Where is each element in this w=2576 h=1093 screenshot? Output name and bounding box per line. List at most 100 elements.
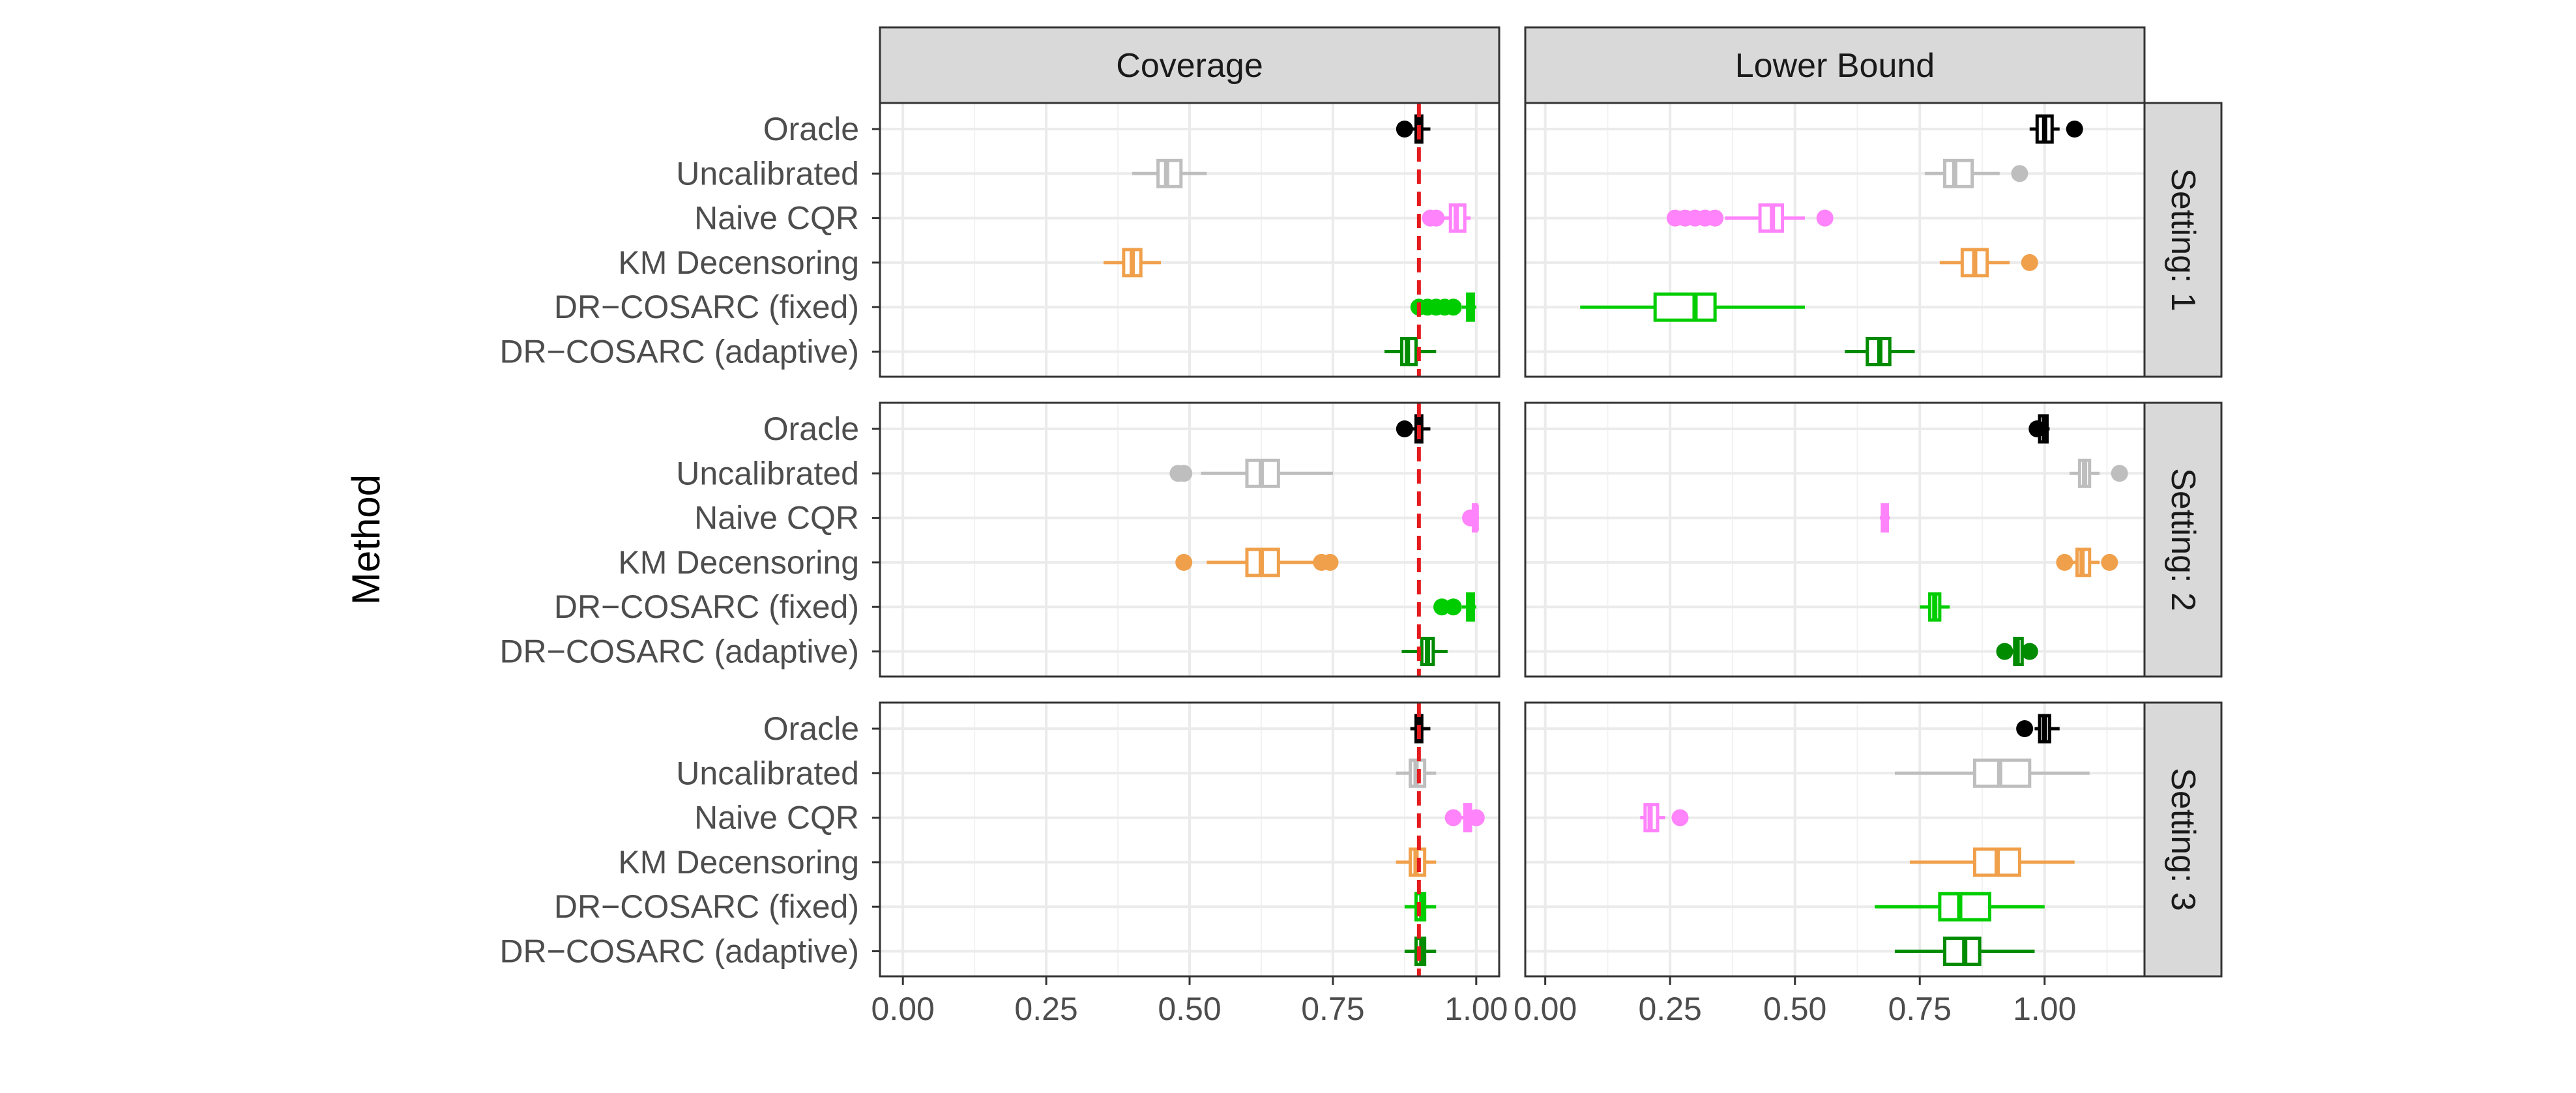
y-tick-label-km-decensoring: KM Decensoring [618,844,859,881]
y-tick-label-dr-cosarc-adaptive: DR−COSARC (adaptive) [499,334,859,370]
panel-border [879,102,1500,378]
box-dr-cosarc-fixed [1875,892,2045,922]
outlier-point [2021,643,2038,660]
outlier-point [2101,553,2118,571]
box-iqr [1943,158,1974,188]
outlier-point [1175,553,1193,571]
x-tick-label-0-25: 0.25 [1639,991,1702,1027]
facet-strip-lower-bound [1524,26,2146,104]
y-tick-label-dr-cosarc-fixed: DR−COSARC (fixed) [554,888,859,925]
y-tick-label-naive-cqr: Naive CQR [694,200,859,237]
y-tick-label-uncalibrated: Uncalibrated [676,455,859,491]
box-iqr [1938,892,1992,922]
box-km-decensoring [1909,847,2075,877]
panel-border [1524,701,2146,978]
outlier-point [2111,465,2128,482]
x-tick-label-0-75: 0.75 [1301,991,1364,1027]
box-naive-cqr [1640,803,1689,833]
y-tick-label-dr-cosarc-adaptive: DR−COSARC (adaptive) [499,933,859,970]
facet-strip-label-lower-bound: Lower Bound [1735,47,1935,85]
panel-background [1525,403,2144,677]
x-tick-label-0-75: 0.75 [1888,991,1952,1027]
panel-setting-3-coverage [880,703,1499,976]
y-tick-label-dr-cosarc-adaptive: DR−COSARC (adaptive) [499,634,859,670]
outlier-point [1396,121,1413,138]
box-oracle [2028,414,2050,444]
panel-setting-2-lower-bound [1525,403,2144,677]
box-uncalibrated [2070,458,2128,488]
panel-border [1524,401,2146,678]
box-km-decensoring [1175,547,1339,577]
outlier-point [1427,209,1445,227]
facet-strip-setting-1 [2143,102,2223,378]
x-tick-label-0-00: 0.00 [871,991,935,1027]
y-tick-label-dr-cosarc-fixed: DR−COSARC (fixed) [554,589,859,625]
y-tick-label-uncalibrated: Uncalibrated [676,755,859,791]
box-oracle [2029,114,2083,144]
x-tick-label-0-00: 0.00 [1514,991,1577,1027]
outlier-point [1444,299,1462,316]
outlier-point [2056,553,2073,571]
facet-strip-coverage [879,26,1500,104]
outlier-point [1462,509,1480,527]
panel-setting-1-lower-bound [1525,103,2144,377]
outlier-point [1706,209,1724,227]
outlier-point [2016,720,2034,737]
y-axis-title: Method [344,474,388,605]
box-naive-cqr [1444,803,1485,833]
outlier-point [2028,420,2046,437]
x-tick-label-1-00: 1.00 [2013,991,2076,1027]
box-naive-cqr [1879,503,1890,533]
box-oracle [2016,714,2060,744]
boxes-setting-2-coverage [1169,414,1480,666]
box-dr-cosarc-adaptive [1845,337,1915,366]
y-tick-label-naive-cqr: Naive CQR [694,800,859,836]
box-dr-cosarc-fixed [1433,592,1476,622]
facet-strip-setting-3 [2143,701,2223,978]
outlier-point [1467,809,1485,826]
y-tick-label-oracle: Oracle [763,710,859,747]
box-km-decensoring [1104,248,1162,278]
outlier-point [2066,121,2083,138]
box-dr-cosarc-adaptive [1401,637,1448,666]
box-uncalibrated [1924,158,2028,188]
outlier-point [2021,254,2038,271]
facet-strip-setting-2 [2143,401,2223,678]
box-uncalibrated [1132,158,1207,188]
y-tick-label-km-decensoring: KM Decensoring [618,244,859,281]
panel-setting-1-coverage [880,103,1499,377]
panel-setting-3-lower-bound [1525,703,2144,976]
y-tick-label-dr-cosarc-fixed: DR−COSARC (fixed) [554,289,859,325]
box-iqr [1156,158,1183,188]
panel-background [1525,703,2144,976]
y-tick-label-naive-cqr: Naive CQR [694,500,859,536]
box-uncalibrated [1169,458,1333,488]
panel-setting-2-coverage [880,403,1499,677]
outlier-point [1816,209,1834,227]
y-tick-label-km-decensoring: KM Decensoring [618,544,859,581]
box-km-decensoring [1939,248,2038,278]
facet-strip-label-coverage: Coverage [1116,47,1263,85]
x-tick-label-0-25: 0.25 [1014,991,1077,1027]
x-tick-label-0-50: 0.50 [1763,991,1826,1027]
y-tick-label-oracle: Oracle [763,111,859,147]
x-tick-label-0-50: 0.50 [1158,991,1221,1027]
x-tick-label-1-00: 1.00 [1444,991,1508,1027]
outlier-point [1321,553,1339,571]
outlier-point [2011,165,2028,182]
box-dr-cosarc-adaptive [1894,937,2035,966]
box-dr-cosarc-fixed [1410,292,1476,322]
outlier-point [1444,598,1462,616]
box-naive-cqr [1666,203,1834,233]
box-naive-cqr [1462,503,1480,533]
box-dr-cosarc-adaptive [1996,637,2038,666]
outlier-point [1444,809,1462,826]
box-dr-cosarc-fixed [1920,592,1950,622]
outlier-point [1175,465,1193,482]
outlier-point [1671,809,1689,826]
facet-strip-label-setting-2: Setting: 2 [2164,468,2202,611]
facet-strip-label-setting-3: Setting: 3 [2164,768,2202,911]
box-uncalibrated [1894,758,2090,788]
